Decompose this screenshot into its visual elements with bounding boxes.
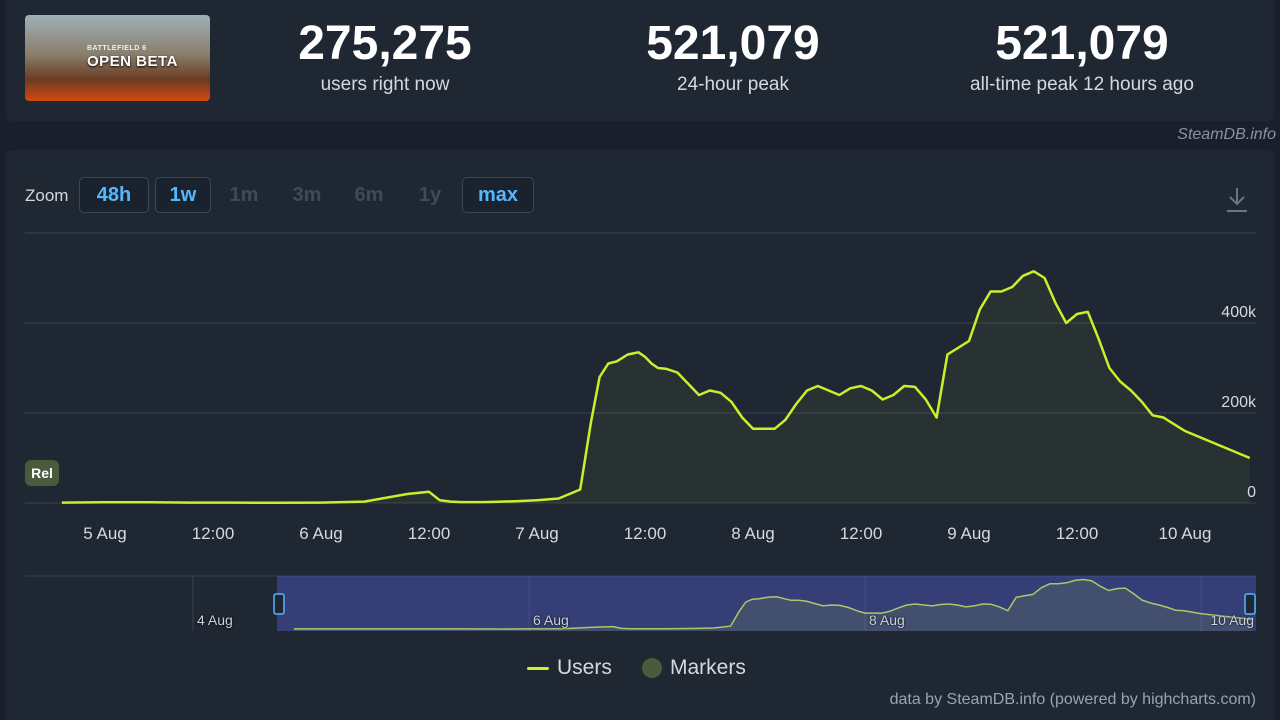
stat-all-time-peak: 521,079 all-time peak 12 hours ago (942, 18, 1222, 96)
chart-panel (6, 150, 1274, 720)
highcharts-credit[interactable]: data by SteamDB.info (powered by highcha… (889, 691, 1256, 708)
navigator-handle-right[interactable] (1244, 593, 1256, 615)
y-tick-label: 400k (1221, 304, 1256, 321)
x-tick-label: 12:00 (1055, 524, 1099, 543)
stat-label: users right now (320, 74, 450, 95)
zoom-1y-button[interactable]: 1y (418, 183, 442, 206)
y-tick-label: 0 (1247, 484, 1256, 501)
stats-panel (6, 0, 1274, 121)
legend-markers[interactable]: Markers (642, 656, 746, 680)
series-area (61, 271, 1250, 503)
navigator-tick-label: 8 Aug (869, 612, 905, 628)
legend-line-icon (527, 666, 549, 670)
users-series-line (61, 270, 1251, 505)
x-tick-label: 7 Aug (515, 524, 559, 543)
legend-markers-label: Markers (670, 656, 746, 679)
thumb-subtitle: BATTLEFIELD 6 (87, 45, 147, 52)
legend-users[interactable]: Users (527, 656, 612, 680)
release-marker-label: Rel (31, 465, 53, 481)
stat-value: 275,275 (298, 17, 472, 70)
x-tick-label: 6 Aug (299, 524, 343, 543)
x-tick-label: 9 Aug (947, 524, 991, 543)
zoom-max-button[interactable]: max (462, 177, 534, 213)
download-icon[interactable] (1225, 186, 1249, 214)
zoom-1w-button[interactable]: 1w (155, 177, 211, 213)
navigator-range-mask (277, 576, 1256, 631)
legend-users-label: Users (557, 656, 612, 679)
stat-value: 521,079 (646, 17, 820, 70)
stat-24h-peak: 521,079 24-hour peak (603, 18, 863, 96)
navigator-series-area (293, 579, 1252, 631)
navigator-series-line (293, 578, 1252, 630)
x-tick-label: 8 Aug (731, 524, 775, 543)
navigator-tick-label: 6 Aug (533, 612, 569, 628)
steamdb-credit-link[interactable]: SteamDB.info (1177, 126, 1276, 143)
zoom-label: Zoom (25, 186, 69, 205)
stat-current-users: 275,275 users right now (270, 18, 500, 96)
stat-label: 24-hour peak (677, 74, 789, 95)
zoom-6m-button[interactable]: 6m (354, 183, 384, 206)
zoom-48h-button[interactable]: 48h (79, 177, 149, 213)
zoom-3m-button[interactable]: 3m (292, 183, 322, 206)
zoom-1m-button[interactable]: 1m (229, 183, 259, 206)
thumb-title: OPEN BETA (87, 53, 178, 70)
x-tick-label: 10 Aug (1158, 524, 1212, 543)
x-tick-label: 12:00 (623, 524, 667, 543)
stat-label: all-time peak 12 hours ago (970, 74, 1194, 95)
x-tick-label: 12:00 (839, 524, 883, 543)
legend-marker-icon (642, 658, 662, 678)
stat-value: 521,079 (995, 17, 1169, 70)
x-tick-label: 5 Aug (83, 524, 127, 543)
navigator-handle-left[interactable] (273, 593, 285, 615)
y-tick-label: 200k (1221, 394, 1256, 411)
x-tick-label: 12:00 (191, 524, 235, 543)
game-thumbnail[interactable]: BATTLEFIELD 6 OPEN BETA (25, 15, 210, 101)
navigator-tick-label: 10 Aug (1210, 612, 1254, 628)
x-tick-label: 12:00 (407, 524, 451, 543)
release-marker (25, 460, 59, 486)
navigator-tick-label: 4 Aug (197, 612, 233, 628)
